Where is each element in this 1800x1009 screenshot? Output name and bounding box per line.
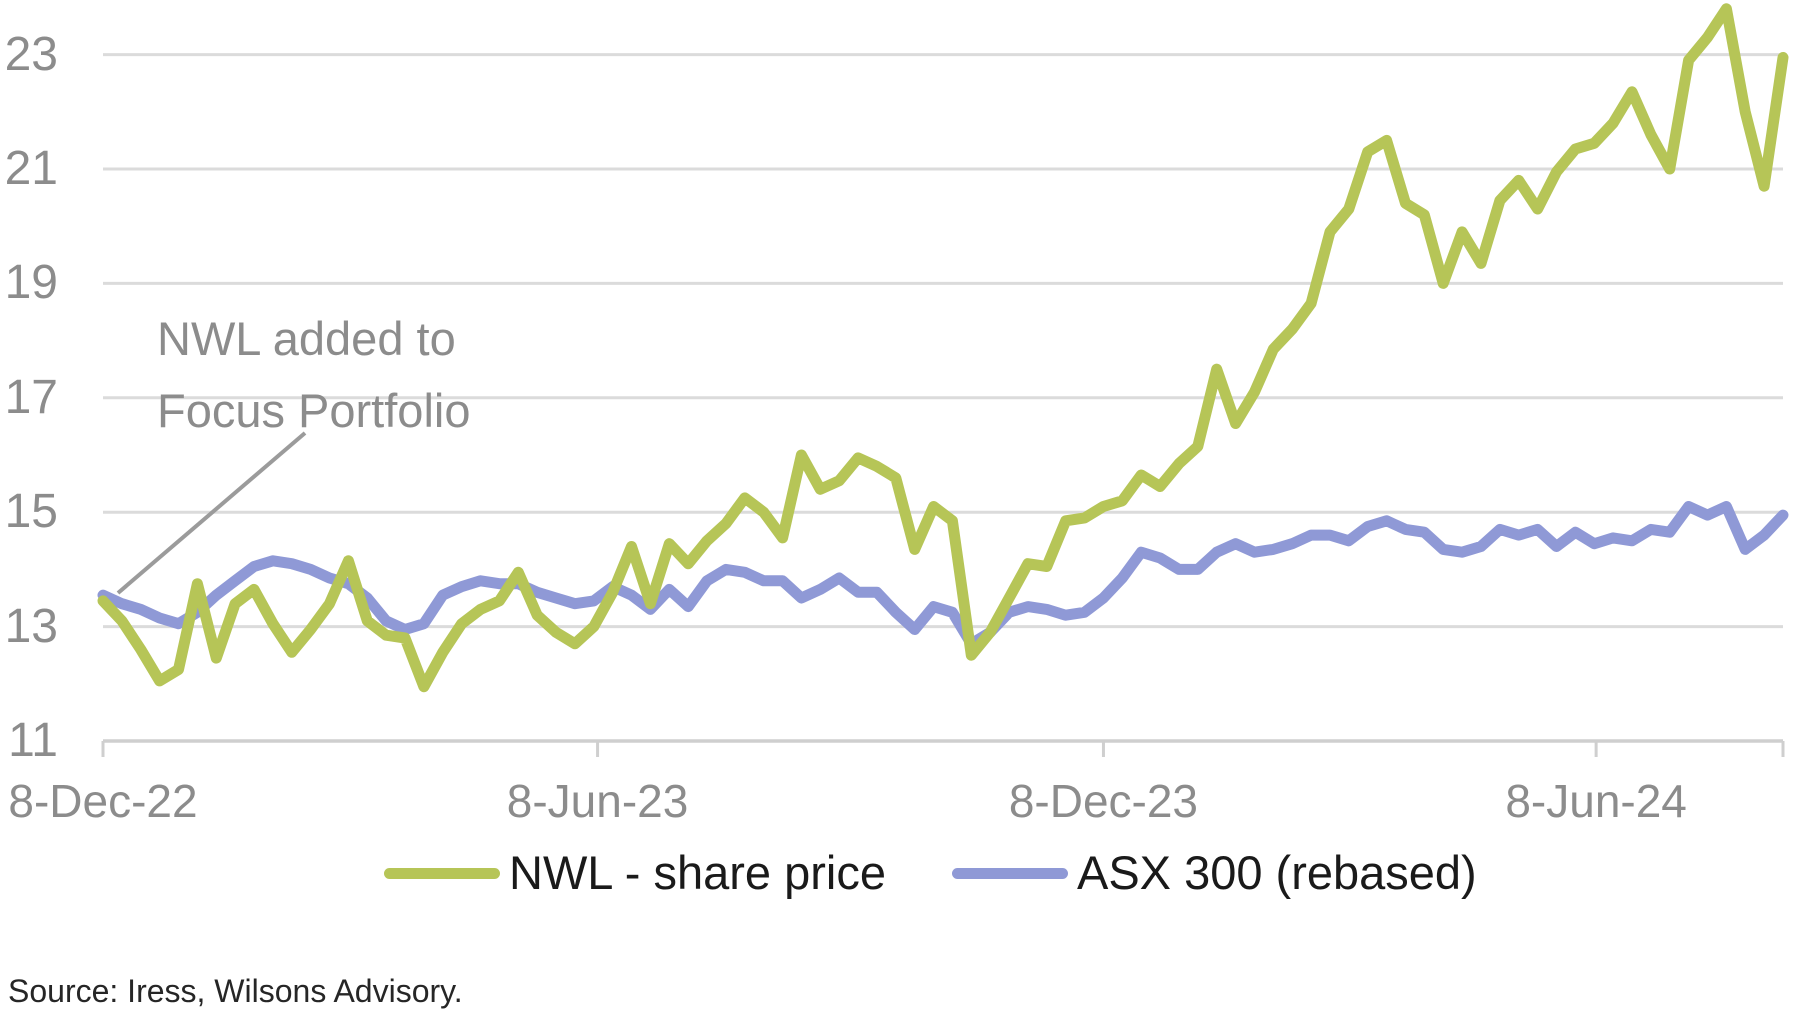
annotation-nwl-added: NWL added to Focus Portfolio	[157, 303, 470, 447]
chart-legend: NWL - share price ASX 300 (rebased)	[384, 845, 1477, 901]
y-axis-label-19: 19	[4, 256, 58, 310]
source-note: Source: Iress, Wilsons Advisory.	[8, 973, 463, 1009]
asx300-line-swatch-icon	[951, 867, 1068, 879]
legend-label-asx300: ASX 300 (rebased)	[1076, 846, 1477, 899]
y-axis-label-21: 21	[4, 142, 58, 195]
nwl-series-line	[97, 3, 1789, 693]
x-axis-label-8-Jun-23: 8-Jun-23	[506, 775, 689, 827]
y-axis-label-15: 15	[4, 485, 58, 539]
annotation-leader-line	[116, 431, 307, 595]
asx300-series-line	[97, 501, 1789, 650]
x-axis-label-8-Dec-23: 8-Dec-23	[1008, 775, 1199, 827]
legend-item-nwl: NWL - share price	[384, 845, 886, 901]
nwl-line-swatch-icon	[384, 867, 500, 879]
legend-label-nwl: NWL - share price	[509, 846, 886, 899]
y-axis-label-11: 11	[8, 714, 58, 767]
y-axis-label-17: 17	[4, 370, 58, 424]
y-axis-label-23: 23	[4, 27, 58, 81]
annotation-line-1: NWL added to	[157, 312, 456, 365]
x-axis-label-8-Jun-24: 8-Jun-24	[1505, 775, 1687, 827]
annotation-line-2: Focus Portfolio	[157, 384, 471, 437]
x-axis-label-8-Dec-22: 8-Dec-22	[8, 775, 198, 827]
legend-item-asx300: ASX 300 (rebased)	[951, 845, 1477, 901]
y-axis-label-13: 13	[4, 599, 58, 653]
